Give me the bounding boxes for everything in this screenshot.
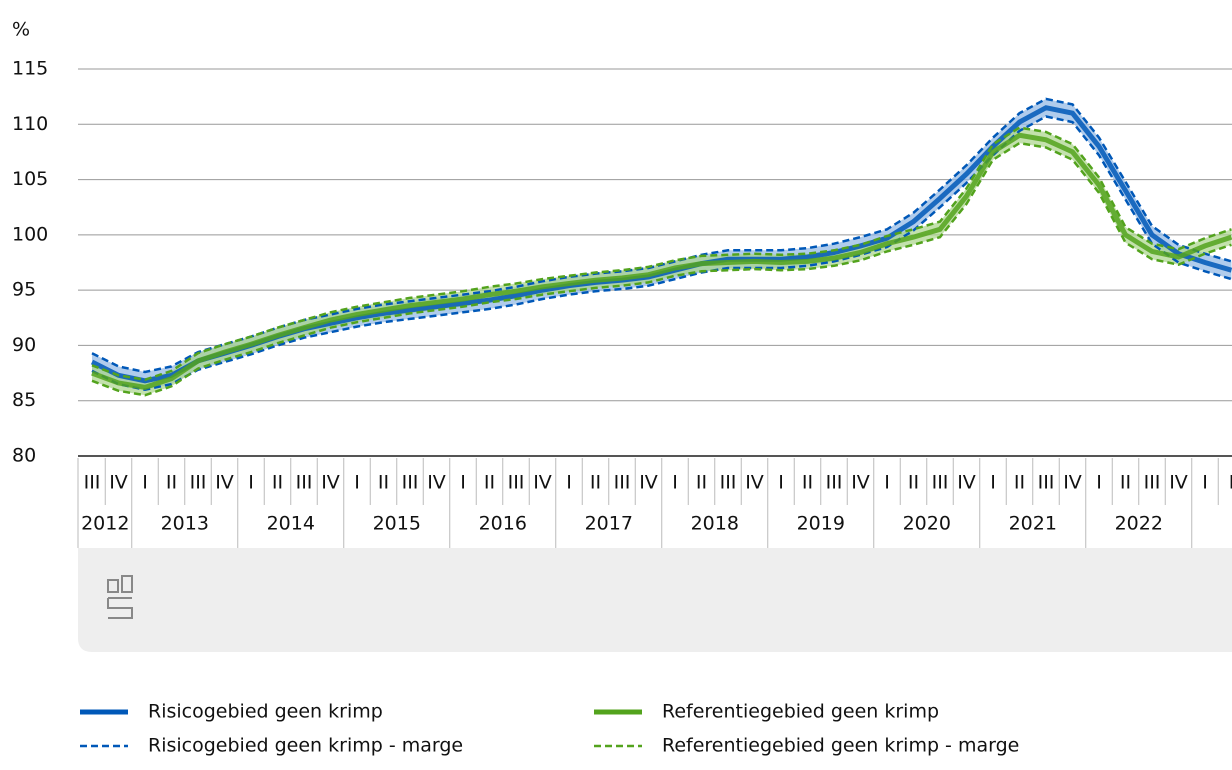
x-tick-label: IV (639, 472, 658, 494)
y-tick-label: 100 (12, 223, 48, 245)
x-tick-label: III (1144, 472, 1161, 494)
x-tick-label: II (484, 472, 495, 494)
y-tick-label: 115 (12, 58, 48, 80)
year-label: 2019 (797, 513, 845, 535)
x-tick-label: III (720, 472, 737, 494)
x-tick-label: III (1038, 472, 1055, 494)
x-tick-label: II (1120, 472, 1131, 494)
year-label: 2012 (81, 513, 129, 535)
x-tick-label: II (908, 472, 919, 494)
x-tick-label: IV (1063, 472, 1082, 494)
y-tick-label: 105 (12, 168, 48, 190)
year-label: 2015 (373, 513, 421, 535)
x-tick-label: II (1014, 472, 1025, 494)
x-tick-label: I (672, 472, 678, 494)
footer-panel (78, 548, 1232, 652)
x-tick-label: II (802, 472, 813, 494)
x-tick-label: I (248, 472, 254, 494)
margin-line (91, 141, 1232, 397)
y-tick-label: 90 (12, 334, 36, 356)
x-tick-label: I (142, 472, 148, 494)
x-tick-label: II (166, 472, 177, 494)
x-tick-label: I (1202, 472, 1208, 494)
y-axis-label: % (12, 19, 30, 41)
legend-label: Risicogebied geen krimp - marge (148, 735, 463, 757)
x-tick-label: I (778, 472, 784, 494)
x-tick-label: II (272, 472, 283, 494)
legend-label: Referentiegebied geen krimp - marge (662, 735, 1019, 757)
x-tick-label: I (460, 472, 466, 494)
margin-line (91, 126, 1232, 381)
y-tick-label: 85 (12, 389, 36, 411)
logo (107, 575, 133, 619)
margin-band (92, 127, 1232, 396)
x-tick-label: I (1229, 472, 1232, 494)
y-tick-label: 110 (12, 113, 48, 135)
plot (90, 97, 1232, 397)
x-tick-label: IV (215, 472, 234, 494)
x-tick-label: III (826, 472, 843, 494)
x-tick-label: III (84, 472, 101, 494)
x-tick-label: IV (427, 472, 446, 494)
x-tick-label: I (566, 472, 572, 494)
x-tick-label: I (884, 472, 890, 494)
x-tick-label: I (990, 472, 996, 494)
x-tick-label: II (378, 472, 389, 494)
x-tick-label: III (932, 472, 949, 494)
year-label: 2022 (1115, 513, 1163, 535)
x-tick-label: I (1096, 472, 1102, 494)
year-label: 2020 (903, 513, 951, 535)
x-tick-label: IV (321, 472, 340, 494)
year-label: 2018 (691, 513, 739, 535)
year-label: 2013 (161, 513, 209, 535)
legend-label: Risicogebied geen krimp (148, 701, 383, 723)
year-label: 2021 (1009, 513, 1057, 535)
x-tick-label: III (614, 472, 631, 494)
x-tick-label: III (508, 472, 525, 494)
x-tick-label: IV (109, 472, 128, 494)
x-tick-label: III (402, 472, 419, 494)
x-tick-label: IV (1169, 472, 1188, 494)
series-line (91, 132, 1232, 390)
year-label: 2016 (479, 513, 527, 535)
x-tick-label: IV (533, 472, 552, 494)
y-tick-label: 95 (12, 279, 36, 301)
legend-label: Referentiegebied geen krimp (662, 701, 939, 723)
x-tick-label: IV (851, 472, 870, 494)
margin-line (91, 115, 1232, 391)
x-tick-label: II (696, 472, 707, 494)
y-tick-label: 80 (12, 445, 36, 467)
x-tick-label: I (354, 472, 360, 494)
x-tick-label: IV (957, 472, 976, 494)
year-label: 2014 (267, 513, 315, 535)
x-tick-label: III (296, 472, 313, 494)
x-tick-label: III (190, 472, 207, 494)
x-tick-label: IV (745, 472, 764, 494)
year-label: 2017 (585, 513, 633, 535)
x-tick-label: II (590, 472, 601, 494)
